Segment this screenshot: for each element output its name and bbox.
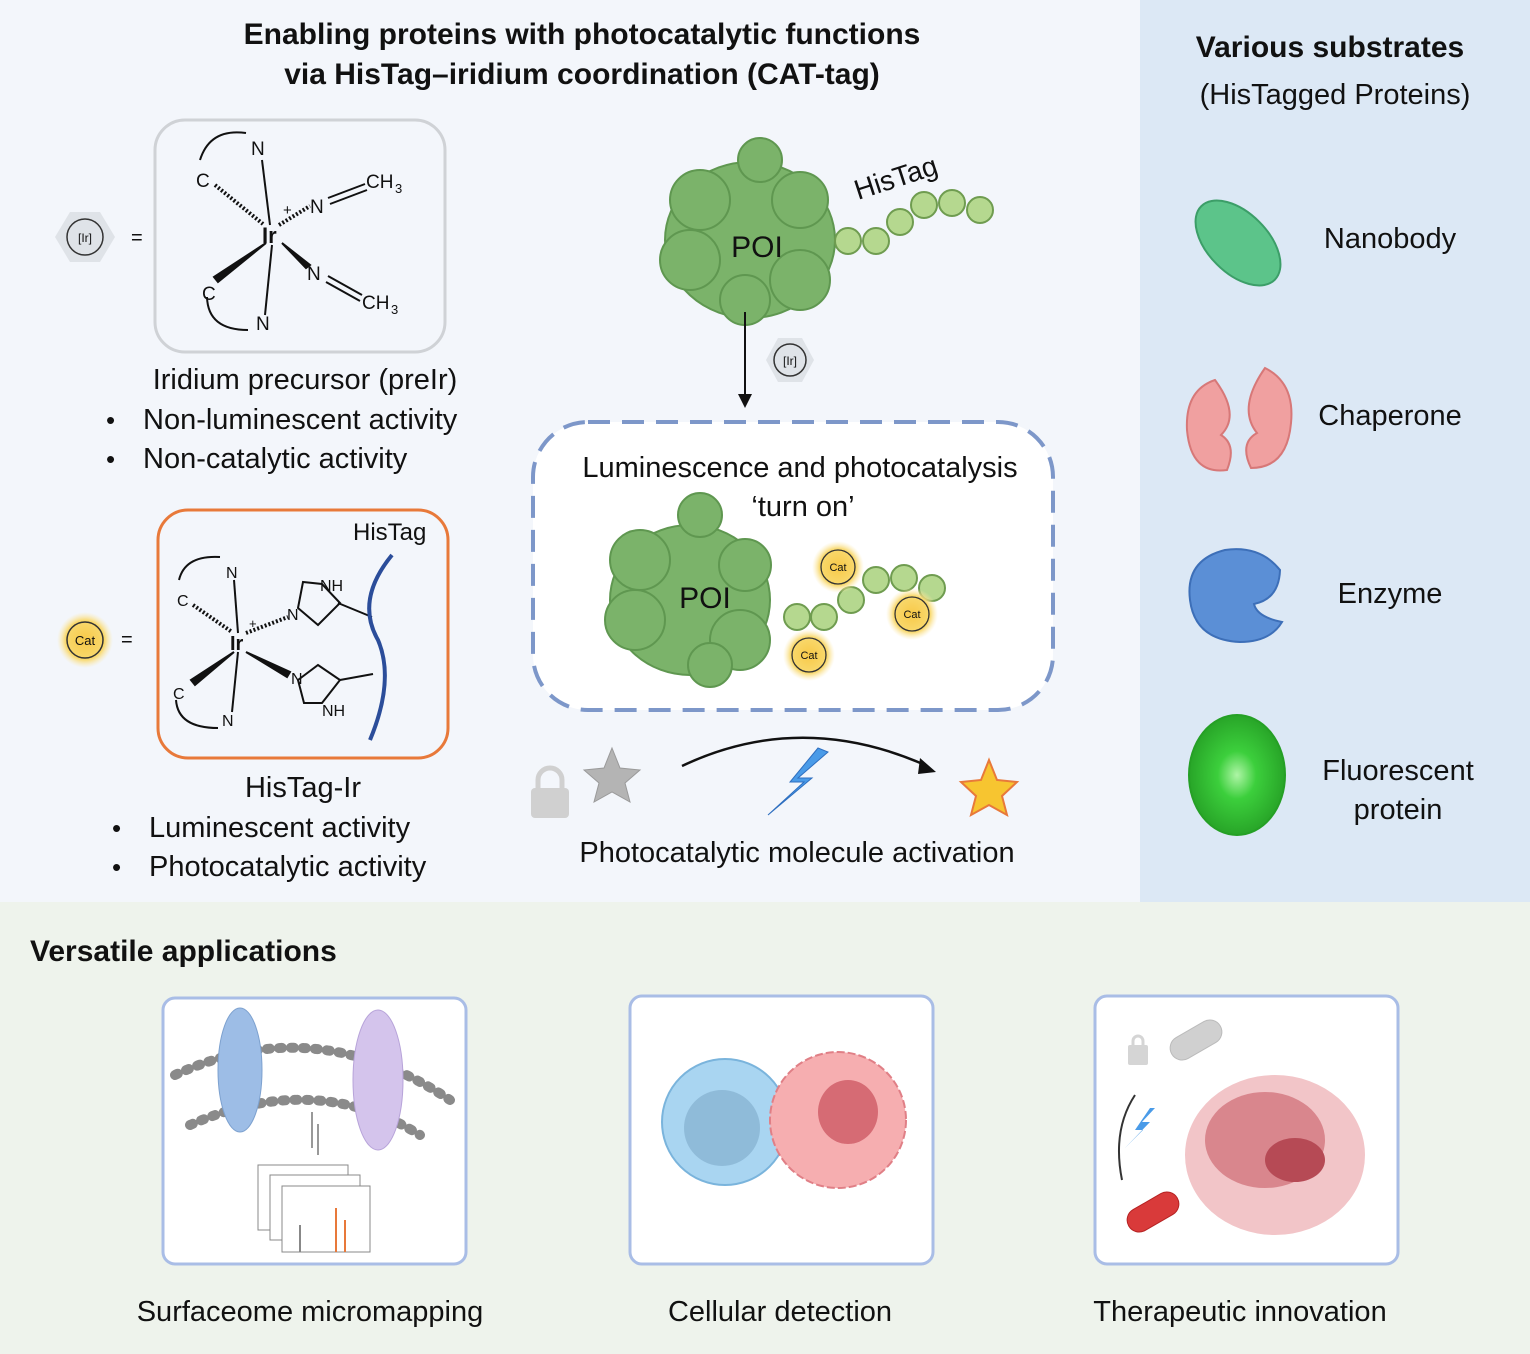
histag-ir-structure: [175, 553, 394, 741]
turn-on-line-1: Luminescence and photocatalysis: [582, 452, 1017, 484]
svg-text:Cat: Cat: [75, 633, 96, 648]
svg-text:Cat: Cat: [800, 650, 817, 662]
application-surfaceome: Surfaceome micromapping: [137, 1296, 484, 1328]
arrow-head-icon: [918, 758, 936, 774]
poi-protein: [659, 137, 836, 326]
lock-icon: [531, 765, 569, 818]
chaperone-icon: [1185, 366, 1293, 472]
svg-text:+: +: [283, 202, 292, 219]
svg-text:NH: NH: [322, 703, 345, 720]
svg-text:N: N: [310, 197, 324, 218]
equals-sign: =: [131, 227, 143, 249]
title-line-1: Enabling proteins with photocatalytic fu…: [244, 18, 921, 51]
substrates-title: Various substrates: [1196, 31, 1464, 64]
svg-text:N: N: [307, 264, 321, 285]
bullet: •: [112, 852, 121, 882]
precursor-bullet-1: Non-luminescent activity: [143, 404, 458, 436]
svg-text:[Ir]: [Ir]: [783, 354, 797, 368]
substrates-subtitle: (HisTagged Proteins): [1200, 79, 1471, 111]
substrate-nanobody: Nanobody: [1324, 223, 1457, 255]
cat-icon: Cat: [57, 612, 113, 668]
fluorescent-protein-icon: [1188, 714, 1286, 836]
svg-text:3: 3: [391, 302, 398, 317]
ir-precursor-icon: [Ir]: [55, 212, 115, 262]
applications-title: Versatile applications: [30, 935, 337, 968]
svg-text:CH: CH: [366, 172, 393, 193]
substrate-fluorescent-line-2: protein: [1354, 794, 1443, 826]
histag-ir-name: HisTag-Ir: [245, 772, 361, 804]
poi-label: POI: [731, 231, 783, 264]
histag-chain: [834, 189, 994, 255]
application-cellular-detection: Cellular detection: [668, 1296, 892, 1328]
application-therapeutic: Therapeutic innovation: [1093, 1296, 1386, 1328]
poi-active-label: POI: [679, 582, 731, 615]
svg-text:[Ir]: [Ir]: [78, 231, 92, 245]
arrow-head-icon: [738, 394, 752, 408]
svg-text:C: C: [173, 686, 185, 703]
precursor-bullet-2: Non-catalytic activity: [143, 443, 408, 475]
svg-text:C: C: [177, 593, 189, 610]
cells-illustration: [661, 1051, 907, 1189]
svg-text:C: C: [196, 171, 210, 192]
histag-label: HisTag: [353, 519, 426, 546]
precursor-structure-frame: [153, 118, 447, 354]
svg-text:NH: NH: [320, 578, 343, 595]
membrane-illustration: [170, 1007, 455, 1253]
svg-text:Ir: Ir: [262, 223, 277, 248]
precursor-name: Iridium precursor (preIr): [153, 364, 458, 396]
activation-arrow: [681, 736, 926, 768]
svg-text:Cat: Cat: [903, 609, 920, 621]
cat-badge-icon: Cat: [812, 541, 864, 593]
cat-badge-icon: Cat: [783, 629, 835, 681]
svg-text:N: N: [222, 713, 234, 730]
precursor-atom-labels: N C Ir + N CH 3 N CH 3 C N: [196, 139, 402, 335]
substrate-chaperone: Chaperone: [1318, 400, 1462, 432]
svg-text:Ir: Ir: [230, 633, 244, 655]
poi-protein-active: [604, 492, 772, 688]
histag-ir-atom-labels: N C Ir + N NH N NH C N: [173, 565, 345, 730]
substrate-enzyme: Enzyme: [1338, 578, 1443, 610]
active-star-icon: [958, 757, 1020, 818]
activation-label: Photocatalytic molecule activation: [579, 837, 1014, 869]
svg-text:CH: CH: [362, 293, 389, 314]
precursor-structure: [199, 131, 368, 331]
svg-text:C: C: [202, 284, 216, 305]
svg-text:N: N: [256, 314, 270, 335]
svg-text:Cat: Cat: [829, 562, 846, 574]
equals-sign: =: [121, 629, 133, 651]
bullet: •: [106, 405, 115, 435]
title-line-2: via HisTag–iridium coordination (CAT-tag…: [284, 58, 880, 91]
svg-text:N: N: [226, 565, 238, 582]
histag-ir-bullet-1: Luminescent activity: [149, 812, 411, 844]
svg-text:+: +: [249, 616, 257, 631]
therapeutic-illustration: [1117, 1019, 1365, 1235]
bullet: •: [106, 444, 115, 474]
svg-text:N: N: [291, 671, 303, 688]
inactive-star-icon: [582, 746, 642, 804]
nanobody-icon: [1194, 199, 1282, 287]
svg-text:3: 3: [395, 181, 402, 196]
substrate-fluorescent-line-1: Fluorescent: [1322, 755, 1474, 787]
histag-ir-structure-frame: [156, 508, 450, 760]
ir-badge-icon: [Ir]: [766, 338, 814, 382]
cat-badge-icon: Cat: [886, 588, 938, 640]
enzyme-icon: [1188, 548, 1284, 644]
svg-text:N: N: [251, 139, 265, 160]
turn-on-line-2: ‘turn on’: [751, 491, 854, 523]
histag-chain-active: [783, 564, 946, 631]
histag-ir-bullet-2: Photocatalytic activity: [149, 851, 427, 883]
bullet: •: [112, 813, 121, 843]
svg-text:N: N: [287, 607, 299, 624]
lightning-icon: [767, 747, 829, 816]
